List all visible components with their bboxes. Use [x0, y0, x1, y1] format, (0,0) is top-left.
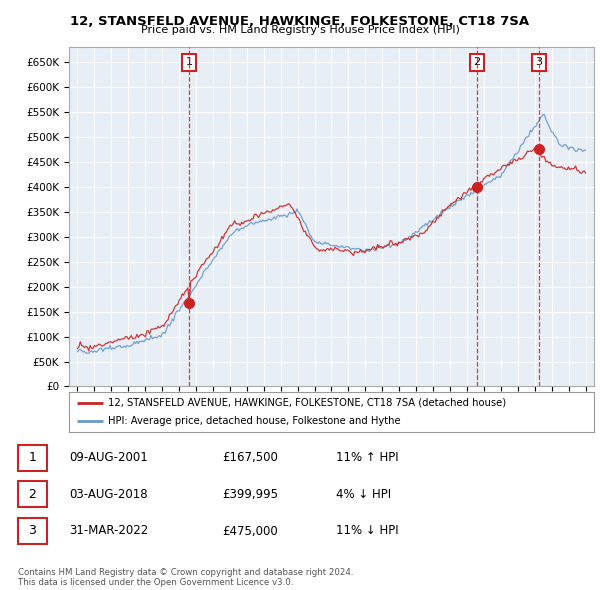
Text: 09-AUG-2001: 09-AUG-2001: [69, 451, 148, 464]
Text: £167,500: £167,500: [222, 451, 278, 464]
Text: Price paid vs. HM Land Registry's House Price Index (HPI): Price paid vs. HM Land Registry's House …: [140, 25, 460, 35]
Text: 12, STANSFELD AVENUE, HAWKINGE, FOLKESTONE, CT18 7SA: 12, STANSFELD AVENUE, HAWKINGE, FOLKESTO…: [70, 15, 530, 28]
Text: 2: 2: [28, 488, 37, 501]
Text: HPI: Average price, detached house, Folkestone and Hythe: HPI: Average price, detached house, Folk…: [109, 416, 401, 426]
Text: 2: 2: [473, 57, 481, 67]
Text: 3: 3: [28, 525, 37, 537]
Text: 11% ↑ HPI: 11% ↑ HPI: [336, 451, 398, 464]
Text: 12, STANSFELD AVENUE, HAWKINGE, FOLKESTONE, CT18 7SA (detached house): 12, STANSFELD AVENUE, HAWKINGE, FOLKESTO…: [109, 398, 506, 408]
Text: Contains HM Land Registry data © Crown copyright and database right 2024.
This d: Contains HM Land Registry data © Crown c…: [18, 568, 353, 587]
Text: 1: 1: [186, 57, 193, 67]
Text: 1: 1: [28, 451, 37, 464]
Text: 3: 3: [535, 57, 542, 67]
Text: 03-AUG-2018: 03-AUG-2018: [69, 488, 148, 501]
Text: £399,995: £399,995: [222, 488, 278, 501]
Text: £475,000: £475,000: [222, 525, 278, 537]
Text: 31-MAR-2022: 31-MAR-2022: [69, 525, 148, 537]
Text: 4% ↓ HPI: 4% ↓ HPI: [336, 488, 391, 501]
Text: 11% ↓ HPI: 11% ↓ HPI: [336, 525, 398, 537]
